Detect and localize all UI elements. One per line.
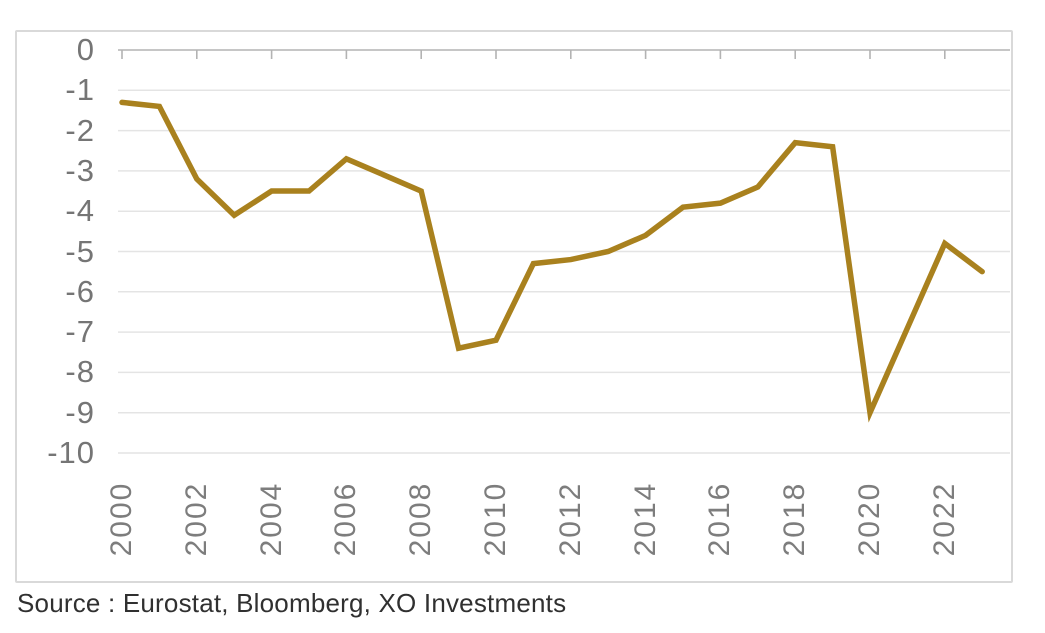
y-tick-label: -3 — [65, 152, 95, 188]
x-tick-label: 2004 — [254, 481, 288, 557]
x-tick-label: 2012 — [553, 481, 587, 557]
x-tick-label: 2020 — [853, 481, 886, 557]
y-tick-label: -8 — [65, 354, 95, 390]
deficit-line — [119, 99, 985, 423]
x-tick-label: 2010 — [479, 481, 512, 557]
y-tick-label: -5 — [65, 233, 95, 269]
x-tick-label: 2018 — [778, 481, 812, 557]
x-tick-label: 2022 — [927, 481, 961, 557]
y-tick-label: 0 — [76, 32, 95, 67]
y-tick-label: -4 — [65, 193, 95, 229]
x-tick-label: 2002 — [179, 481, 213, 557]
x-tick-label: 2006 — [329, 481, 363, 557]
y-tick-label: -7 — [65, 314, 95, 350]
y-tick-label: -1 — [65, 72, 95, 108]
y-tick-label: -6 — [65, 273, 95, 309]
x-tick-label: 2008 — [404, 481, 438, 557]
y-tick-label: -9 — [65, 394, 95, 430]
y-tick-label: -10 — [47, 435, 95, 470]
y-tick-label: -2 — [65, 112, 95, 148]
x-tick-label: 2016 — [703, 481, 737, 557]
source-caption: Source : Eurostat, Bloomberg, XO Investm… — [17, 588, 567, 618]
x-tick-label: 2014 — [628, 481, 662, 557]
x-tick-label: 2000 — [105, 481, 138, 557]
